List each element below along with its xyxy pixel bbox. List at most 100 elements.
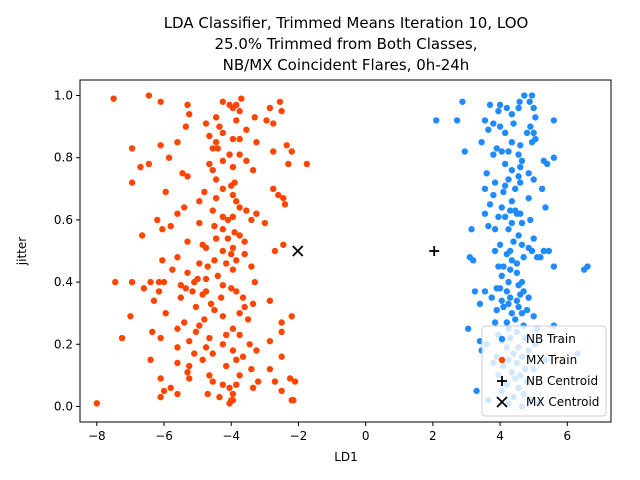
- data-point: [204, 390, 211, 398]
- data-point: [537, 254, 544, 261]
- data-point: [244, 316, 252, 323]
- data-point: [216, 123, 223, 130]
- legend-label-3: MX Centroid: [526, 395, 599, 409]
- data-point: [527, 123, 534, 130]
- data-point: [241, 238, 248, 245]
- data-point: [174, 344, 181, 351]
- data-point: [147, 278, 154, 286]
- data-point: [491, 226, 499, 233]
- data-point: [508, 198, 516, 205]
- data-point: [505, 278, 512, 286]
- data-point: [233, 356, 240, 364]
- data-point: [177, 282, 185, 289]
- data-point: [236, 372, 243, 379]
- data-point: [137, 163, 144, 171]
- data-point: [224, 216, 232, 224]
- data-point: [155, 288, 163, 295]
- x-tick-label: −8: [88, 429, 106, 443]
- legend-marker-0: [498, 335, 506, 343]
- data-point: [180, 204, 188, 211]
- data-point: [147, 356, 154, 364]
- data-point: [211, 257, 218, 264]
- data-point: [506, 294, 514, 301]
- data-point: [196, 198, 203, 205]
- data-point: [498, 148, 505, 155]
- data-point: [495, 107, 502, 115]
- data-point: [186, 337, 193, 345]
- data-point: [128, 145, 136, 152]
- legend-marker-3: [496, 396, 508, 408]
- data-point: [523, 306, 531, 314]
- legend-label-0: NB Train: [526, 332, 576, 346]
- data-point: [503, 288, 511, 295]
- data-point: [530, 235, 537, 242]
- data-point: [280, 194, 287, 202]
- axes-frame: [79, 79, 612, 423]
- data-point: [241, 303, 248, 311]
- x-tick-label: −6: [155, 429, 173, 443]
- data-point: [508, 111, 516, 118]
- data-point: [486, 201, 494, 208]
- data-point: [503, 250, 511, 258]
- data-point: [501, 129, 509, 137]
- data-point: [229, 163, 237, 171]
- data-point: [219, 98, 227, 105]
- data-point: [498, 272, 505, 280]
- y-axis-label: jitter: [15, 237, 29, 266]
- data-point: [159, 257, 166, 264]
- data-point: [212, 194, 220, 202]
- data-point: [248, 365, 255, 373]
- data-point: [182, 285, 190, 292]
- data-point: [138, 232, 146, 239]
- data-point: [515, 151, 522, 158]
- data-point: [278, 353, 285, 360]
- data-point: [184, 269, 191, 276]
- data-point: [212, 138, 220, 146]
- data-point: [184, 369, 191, 376]
- data-point: [128, 179, 136, 186]
- data-point: [525, 170, 532, 177]
- data-point: [249, 166, 257, 174]
- data-point: [481, 117, 489, 124]
- chart-title-line-3: NB/MX Coincident Flares, 0h-24h: [223, 56, 470, 74]
- data-point: [270, 185, 277, 193]
- data-point: [550, 154, 558, 161]
- data-point: [189, 288, 196, 295]
- series-2-group: [429, 246, 440, 256]
- data-point: [270, 148, 277, 155]
- data-point: [461, 148, 469, 155]
- x-tick-label: −4: [222, 429, 240, 443]
- data-point: [212, 235, 220, 242]
- data-point: [249, 384, 257, 391]
- data-point: [278, 328, 285, 336]
- data-point: [202, 244, 210, 252]
- data-point: [239, 353, 247, 360]
- data-point: [186, 362, 193, 370]
- data-point: [174, 138, 181, 146]
- data-point: [174, 359, 181, 367]
- data-point: [219, 157, 227, 165]
- data-point: [145, 160, 153, 168]
- data-point: [285, 160, 292, 168]
- data-point: [157, 393, 164, 401]
- data-point: [513, 260, 521, 267]
- x-axis: −8 −6 −4 −2 0 2 4 6: [88, 422, 571, 443]
- data-point: [228, 285, 235, 292]
- data-point: [216, 393, 223, 401]
- data-point: [167, 222, 174, 230]
- data-point: [246, 341, 253, 348]
- data-point: [160, 387, 168, 395]
- legend-box: [481, 325, 607, 417]
- data-point: [521, 92, 528, 99]
- y-tick-label: 0.4: [54, 275, 73, 289]
- data-point: [503, 104, 511, 112]
- data-point: [251, 114, 258, 121]
- data-point: [291, 378, 299, 385]
- y-tick-label: 0.8: [54, 151, 73, 165]
- data-point: [238, 95, 245, 102]
- data-point: [278, 319, 285, 326]
- data-point: [219, 341, 227, 348]
- data-point: [196, 260, 203, 267]
- data-point: [155, 278, 163, 286]
- y-axis: 0.0 0.2 0.4 0.6 0.8 1.0: [54, 89, 80, 413]
